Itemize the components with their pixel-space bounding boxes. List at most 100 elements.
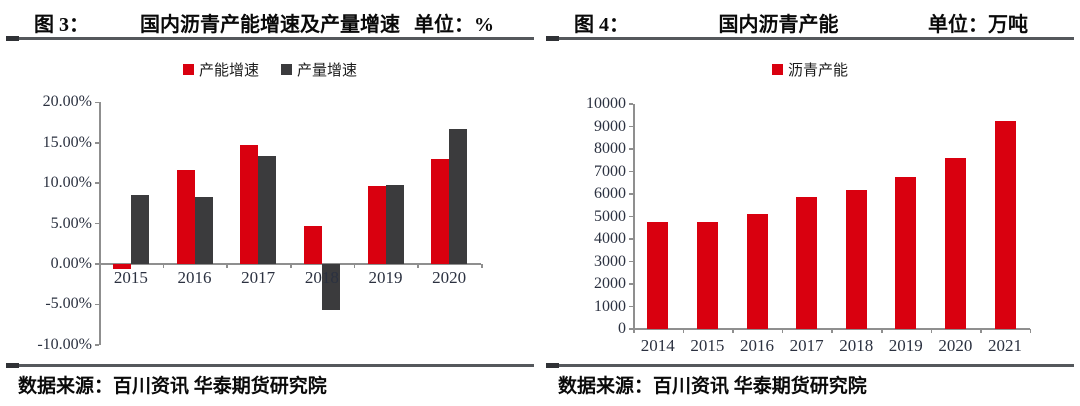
x-axis-tick-label: 2016 — [177, 268, 212, 287]
bar-series0-2020 — [944, 158, 966, 329]
y-tick-mark — [629, 305, 633, 308]
y-axis-tick-label: 2000 — [594, 275, 626, 292]
y-axis-tick-label: 3000 — [594, 252, 626, 270]
legend-label: 产量增速 — [297, 62, 358, 79]
bar-series1-2018 — [321, 264, 340, 311]
x-axis-tick-label: 2018 — [304, 268, 339, 287]
x-tick-mark — [353, 264, 356, 268]
y-axis-line — [99, 102, 101, 345]
y-axis-tick-label: 10000 — [586, 95, 626, 112]
header-rule — [546, 36, 1074, 41]
bar-series0-2019 — [895, 177, 917, 329]
x-tick-mark — [980, 329, 982, 333]
y-tick-mark — [629, 103, 633, 105]
legend: 产能增速 产量增速 — [6, 59, 534, 80]
y-tick-mark — [629, 125, 633, 128]
bar-series0-2021 — [994, 120, 1016, 329]
x-tick-mark — [1029, 329, 1032, 333]
y-tick-mark — [629, 170, 633, 173]
y-axis-tick-label: -10.00% — [37, 335, 92, 353]
y-axis-tick-label: 7000 — [594, 162, 626, 180]
y-axis-tick-label: 6000 — [594, 185, 626, 202]
x-tick-mark — [226, 264, 228, 268]
bar-series0-2015 — [696, 222, 718, 329]
x-tick-mark — [732, 329, 734, 333]
chart-title: 国内沥青产能增速及产量增速 — [140, 14, 400, 36]
bar-series0-2020 — [431, 158, 450, 264]
x-axis-tick-label: 2020 — [938, 336, 973, 355]
legend-item: 沥青产能 — [771, 59, 848, 80]
x-axis-tick-label: 2015 — [113, 268, 148, 287]
bar-series1-2017 — [258, 155, 277, 264]
legend-item: 产能增速 — [182, 59, 259, 80]
y-axis-tick-label: 1000 — [594, 297, 626, 315]
y-tick-mark — [95, 303, 99, 306]
chart-title: 国内沥青产能 — [718, 14, 839, 36]
legend-item: 产量增速 — [281, 59, 357, 80]
y-axis-tick-label: 0 — [618, 320, 626, 337]
footer-rule — [6, 363, 534, 368]
bar-series0-2017 — [796, 197, 818, 329]
x-tick-mark — [633, 329, 635, 333]
chart-header: 图 3： 国内沥青产能增速及产量增速 单位：% — [6, 8, 534, 37]
y-axis-tick-label: 4000 — [594, 230, 626, 247]
y-axis-tick-label: 10.00% — [42, 174, 92, 192]
x-tick-mark — [930, 329, 933, 333]
footer-rule — [546, 363, 1074, 368]
y-axis-tick-label: 8000 — [594, 140, 626, 157]
bar-series1-2015 — [130, 195, 149, 264]
legend-swatch-icon — [771, 63, 783, 75]
bar-series1-2019 — [385, 184, 404, 264]
y-tick-mark — [95, 101, 99, 104]
chart-header: 图 4： 国内沥青产能 单位：万吨 — [546, 8, 1074, 37]
x-axis-tick-label: 2017 — [241, 268, 276, 287]
bar-series0-2017 — [240, 145, 259, 264]
bar-series0-2019 — [367, 186, 386, 264]
rule-accent — [546, 363, 559, 368]
y-tick-mark — [629, 215, 633, 218]
x-tick-mark — [682, 329, 685, 333]
y-axis-tick-label: 5.00% — [50, 214, 92, 232]
bar-series0-2018 — [845, 189, 867, 329]
legend-swatch-icon — [281, 63, 292, 75]
header-rule — [6, 36, 534, 41]
y-tick-mark — [95, 142, 99, 144]
x-axis-tick-label: 2019 — [368, 268, 403, 287]
y-axis-line — [633, 104, 635, 329]
x-tick-mark — [781, 329, 784, 333]
data-source: 数据来源：百川资讯 华泰期货研究院 — [558, 376, 867, 397]
x-axis-tick-label: 2015 — [690, 336, 725, 355]
y-axis-tick-label: -5.00% — [45, 295, 92, 313]
y-tick-mark — [629, 260, 633, 263]
bar-series1-2020 — [449, 129, 468, 264]
x-tick-mark — [481, 264, 483, 268]
x-axis-tick-label: 2021 — [988, 336, 1022, 355]
bar-series0-2014 — [647, 222, 669, 329]
rule-accent — [6, 363, 19, 368]
x-tick-mark — [290, 264, 292, 268]
legend-label: 产能增速 — [198, 62, 259, 79]
x-tick-mark — [162, 264, 165, 268]
x-axis-tick-label: 2019 — [888, 336, 923, 355]
x-axis-tick-label: 2020 — [432, 268, 467, 287]
y-tick-mark — [629, 328, 633, 330]
x-tick-mark — [99, 264, 101, 268]
y-tick-mark — [629, 283, 633, 285]
legend: 沥青产能 — [546, 59, 1074, 80]
x-tick-mark — [831, 329, 833, 333]
chart-panel-capacity-growth: 图 3： 国内沥青产能增速及产量增速 单位：% 产能增速 产量增速 -10.00%… — [6, 6, 534, 404]
bar-series0-2015 — [112, 264, 131, 269]
y-axis-tick-label: 0.00% — [50, 255, 92, 272]
y-tick-mark — [95, 263, 99, 265]
y-tick-mark — [95, 344, 99, 346]
rule-accent — [6, 36, 19, 41]
plot-area: 0 1000 2000 3000 4000 5000 6000 7000 8000 9000 100… — [546, 6, 1074, 404]
y-tick-mark — [95, 182, 99, 184]
y-axis-tick-label: 15.00% — [42, 133, 92, 151]
bar-series0-2016 — [176, 170, 195, 264]
figure-number: 图 4： — [574, 14, 629, 36]
y-axis-tick-label: 5000 — [594, 207, 626, 225]
y-axis-tick-label: 20.00% — [42, 93, 92, 111]
rule-accent — [546, 36, 559, 41]
